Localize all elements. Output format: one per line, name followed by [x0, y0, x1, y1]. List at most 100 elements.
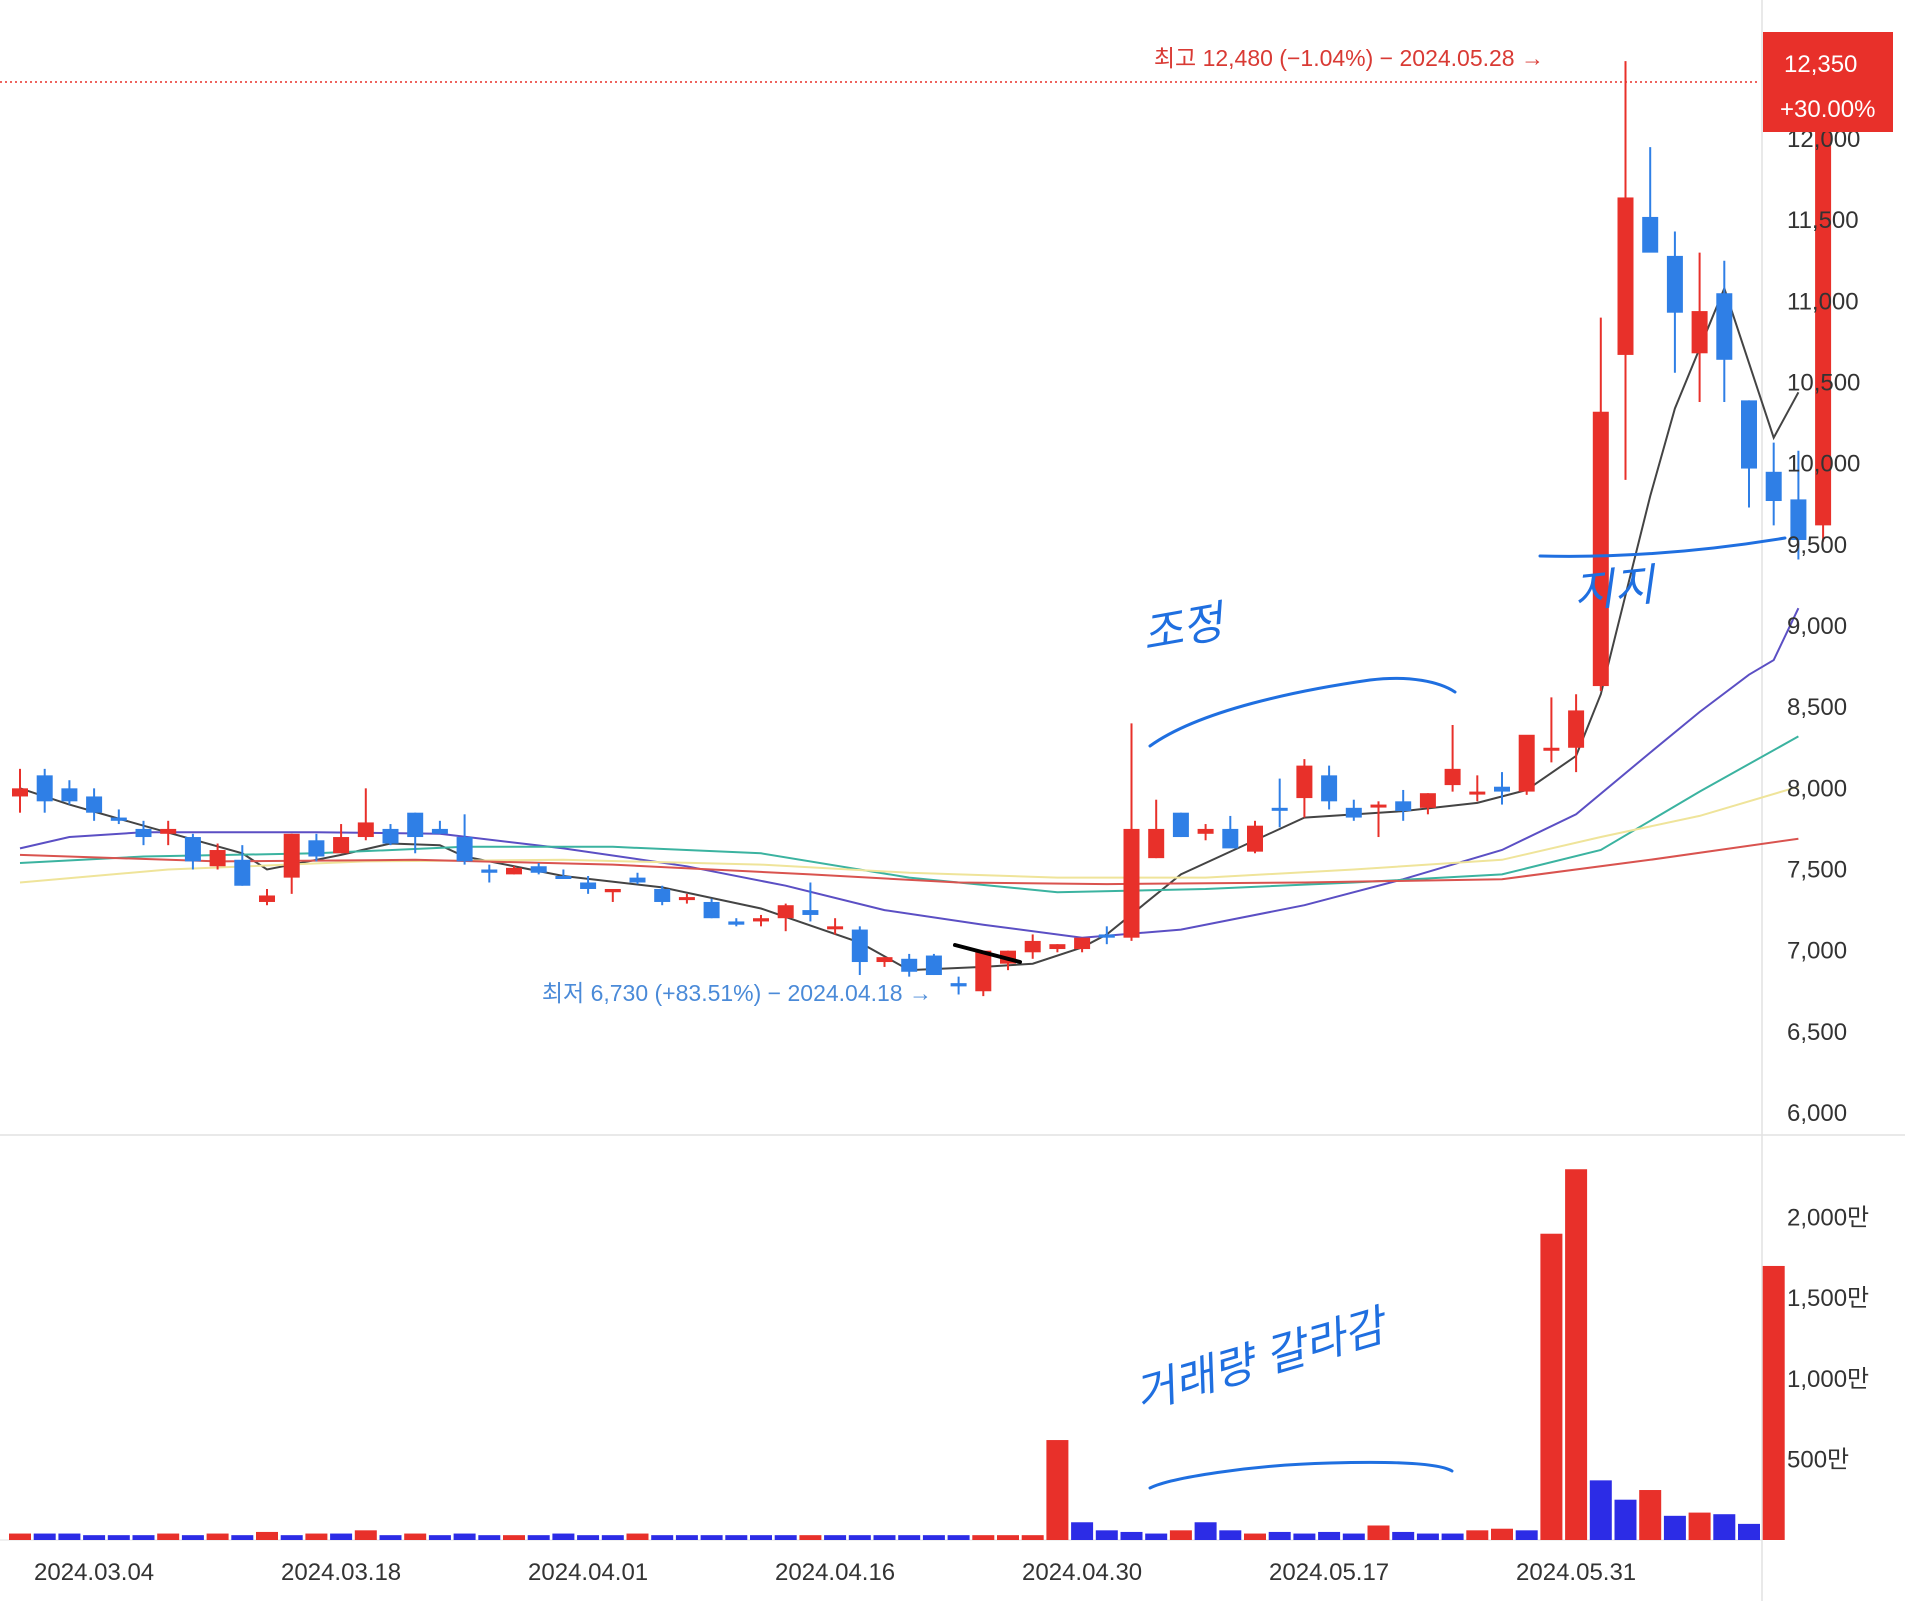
candle-body	[1691, 311, 1708, 354]
volume-tick-label: 2,000만	[1787, 1205, 1869, 1232]
volume-bar	[330, 1533, 353, 1540]
candle	[333, 824, 350, 854]
volume-bar	[453, 1533, 476, 1540]
y-tick-label: 11,000	[1787, 288, 1859, 315]
volume-bar	[478, 1535, 501, 1540]
candle-body	[1370, 804, 1387, 808]
candle	[1419, 793, 1436, 815]
volume-bar	[503, 1535, 525, 1540]
candle-body	[160, 828, 177, 834]
y-tick-label: 8,000	[1787, 775, 1847, 802]
volume-bar	[1392, 1531, 1415, 1540]
volume-tick-label: 1,000만	[1787, 1366, 1869, 1393]
candle-body	[259, 895, 275, 902]
volume-bar	[379, 1535, 402, 1540]
volume-bar	[231, 1535, 254, 1540]
volume-bar	[1071, 1522, 1094, 1540]
ma120-line	[19, 785, 1799, 884]
volume-bar	[1194, 1522, 1217, 1540]
x-tick-label: 2024.03.18	[281, 1559, 401, 1586]
candle-body	[777, 905, 794, 919]
candle-body	[1444, 768, 1461, 786]
volume-bar	[1540, 1233, 1563, 1540]
volume-bar	[33, 1533, 56, 1540]
candle-body	[357, 822, 374, 838]
y-tick-label: 9,000	[1787, 613, 1847, 640]
candle	[1494, 772, 1510, 805]
volume-bar	[428, 1535, 451, 1540]
candle-body	[431, 828, 448, 834]
adjust-arc	[1148, 676, 1457, 748]
candle	[1074, 937, 1091, 953]
x-tick-label: 2024.05.17	[1269, 1559, 1389, 1586]
candle	[925, 953, 942, 976]
candle	[431, 820, 448, 834]
candle	[876, 957, 893, 967]
volume-bars	[9, 1169, 1785, 1540]
candle	[703, 898, 720, 919]
volume-bar	[848, 1535, 871, 1540]
volume-bar	[1589, 1480, 1612, 1540]
candle	[950, 976, 967, 995]
candle-body	[827, 926, 844, 930]
candle-body	[654, 888, 671, 902]
candle-body	[555, 875, 572, 879]
volume-bar	[305, 1533, 328, 1540]
volume-bar	[354, 1530, 377, 1540]
candle-body	[481, 869, 498, 873]
volume-bar	[157, 1533, 180, 1540]
candle	[1617, 61, 1634, 480]
y-tick-label: 9,500	[1787, 532, 1847, 559]
volume-bar	[1367, 1525, 1390, 1540]
candle	[135, 820, 152, 846]
candle-body	[382, 828, 399, 844]
candle	[184, 833, 201, 870]
candle	[1049, 944, 1066, 953]
candle-body	[703, 901, 720, 919]
volume-bar	[651, 1535, 674, 1540]
candles	[12, 61, 1832, 997]
volume-bar	[1046, 1440, 1069, 1540]
candle-body	[1247, 825, 1263, 852]
volume-bar	[774, 1535, 797, 1540]
volume-bar	[132, 1535, 155, 1540]
candle	[209, 843, 226, 870]
candle	[802, 882, 819, 922]
candle-body	[530, 866, 547, 873]
candle	[1024, 934, 1041, 959]
candle-body	[12, 788, 28, 797]
volume-bar	[552, 1533, 575, 1540]
candle	[1518, 734, 1535, 795]
candle	[728, 918, 745, 927]
candle	[506, 866, 522, 875]
volume-bar	[997, 1535, 1019, 1540]
candle	[481, 864, 498, 883]
candle-body	[283, 833, 300, 878]
candle-body	[1790, 499, 1807, 540]
candle	[1592, 317, 1609, 691]
volume-bar	[577, 1535, 600, 1540]
volume-bar	[972, 1535, 995, 1540]
y-tick-label: 7,500	[1787, 857, 1847, 884]
candle-body	[1765, 471, 1782, 502]
candle-body	[1172, 812, 1189, 838]
candle	[1345, 799, 1362, 821]
candle	[110, 809, 127, 825]
volume-bar	[1639, 1490, 1662, 1540]
candle-body	[851, 929, 868, 963]
volume-bar	[725, 1535, 748, 1540]
candle	[1296, 759, 1313, 818]
candle-body	[1148, 828, 1165, 859]
volume-bar	[1219, 1530, 1242, 1540]
volume-bar	[1688, 1512, 1711, 1540]
volume-bar	[1169, 1530, 1192, 1540]
candle	[1222, 815, 1239, 849]
candle	[1469, 775, 1486, 802]
volume-arc	[1148, 1460, 1454, 1490]
candle-body	[753, 918, 769, 922]
volume-bar	[1762, 1265, 1785, 1540]
candle-body	[1197, 828, 1214, 834]
candle	[604, 888, 621, 902]
bottom-mark	[953, 943, 1022, 964]
